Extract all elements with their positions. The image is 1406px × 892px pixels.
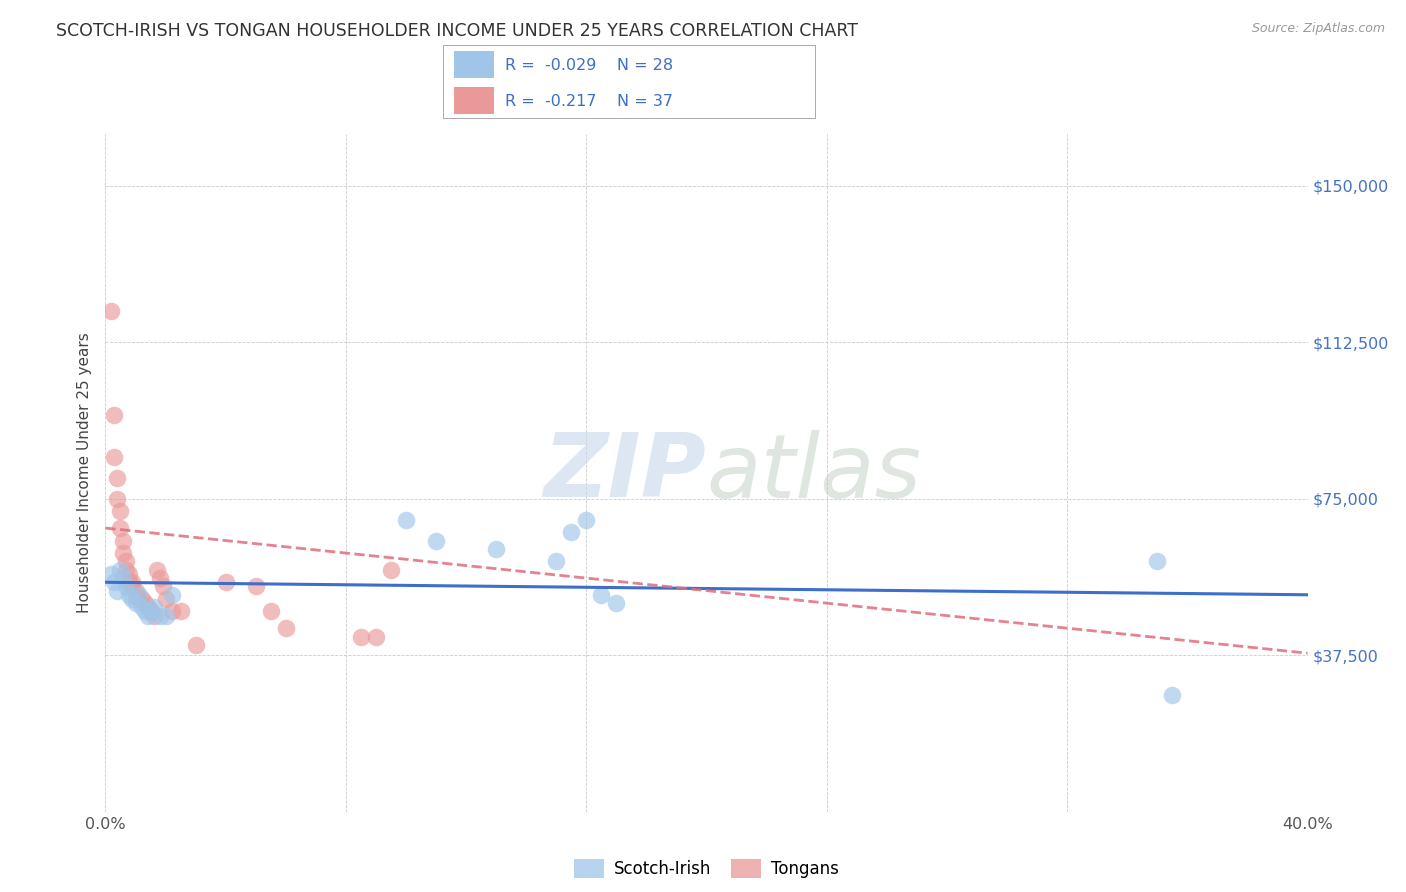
Point: [118, 588, 141, 602]
Point: [260, 605, 283, 619]
Point: [112, 533, 135, 548]
Point: [131, 591, 153, 606]
Point: [100, 304, 122, 318]
Point: [121, 591, 143, 606]
Point: [115, 554, 138, 568]
Point: [118, 566, 141, 581]
Text: SCOTCH-IRISH VS TONGAN HOUSEHOLDER INCOME UNDER 25 YEARS CORRELATION CHART: SCOTCH-IRISH VS TONGAN HOUSEHOLDER INCOM…: [56, 22, 858, 40]
Point: [485, 541, 508, 556]
Point: [112, 571, 135, 585]
Point: [245, 579, 267, 593]
Point: [142, 608, 165, 623]
Point: [605, 596, 627, 610]
Point: [110, 521, 132, 535]
Point: [110, 504, 132, 518]
Point: [107, 583, 129, 598]
Point: [395, 513, 418, 527]
Point: [128, 588, 150, 602]
Point: [214, 575, 236, 590]
Point: [136, 600, 159, 615]
Text: R =  -0.029    N = 28: R = -0.029 N = 28: [505, 58, 673, 72]
Text: ZIP: ZIP: [544, 429, 707, 516]
Point: [1161, 688, 1184, 702]
Point: [155, 591, 177, 606]
Point: [145, 563, 167, 577]
Point: [103, 450, 125, 464]
Point: [425, 533, 447, 548]
Point: [115, 563, 138, 577]
Y-axis label: Householder Income Under 25 years: Householder Income Under 25 years: [77, 333, 93, 613]
Point: [103, 575, 125, 590]
Point: [118, 575, 141, 590]
Point: [103, 409, 125, 423]
Point: [134, 605, 156, 619]
Text: R =  -0.217    N = 37: R = -0.217 N = 37: [505, 95, 672, 109]
Point: [160, 588, 183, 602]
Point: [110, 563, 132, 577]
Point: [134, 596, 156, 610]
Point: [128, 591, 150, 606]
Point: [139, 605, 162, 619]
Point: [148, 608, 170, 623]
Point: [121, 575, 143, 590]
Point: [160, 605, 183, 619]
Point: [560, 525, 582, 540]
Point: [124, 588, 146, 602]
Point: [364, 630, 387, 644]
Point: [350, 630, 373, 644]
Legend: Scotch-Irish, Tongans: Scotch-Irish, Tongans: [567, 852, 846, 885]
Text: atlas: atlas: [707, 430, 921, 516]
Text: Source: ZipAtlas.com: Source: ZipAtlas.com: [1251, 22, 1385, 36]
Point: [107, 471, 129, 485]
Point: [274, 621, 297, 635]
Point: [115, 579, 138, 593]
Point: [1146, 554, 1168, 568]
Point: [100, 566, 122, 581]
Point: [380, 563, 402, 577]
Point: [184, 638, 207, 652]
Point: [152, 579, 174, 593]
Point: [546, 554, 568, 568]
Point: [575, 513, 598, 527]
Point: [131, 600, 153, 615]
Point: [139, 605, 162, 619]
Point: [124, 596, 146, 610]
Point: [169, 605, 191, 619]
Point: [142, 600, 165, 615]
Point: [107, 491, 129, 506]
Point: [155, 608, 177, 623]
Point: [121, 579, 143, 593]
Point: [112, 546, 135, 560]
Point: [148, 571, 170, 585]
Point: [124, 583, 146, 598]
Point: [136, 608, 159, 623]
Point: [591, 588, 613, 602]
